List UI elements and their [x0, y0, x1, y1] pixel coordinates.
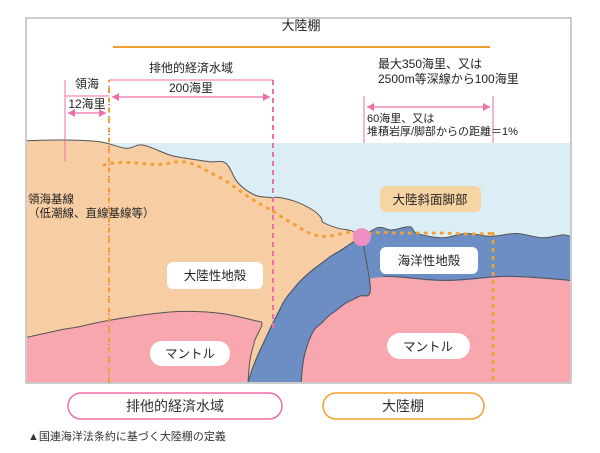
svg-text:海洋性地殻: 海洋性地殻 — [398, 253, 461, 268]
svg-text:大陸性地殻: 大陸性地殻 — [184, 269, 247, 283]
svg-text:60海里、又は: 60海里、又は — [367, 111, 434, 125]
svg-text:大陸棚: 大陸棚 — [281, 18, 320, 33]
svg-text:12海里: 12海里 — [68, 96, 105, 111]
svg-text:最大350海里、又は: 最大350海里、又は — [378, 56, 482, 71]
svg-text:排他的経済水域: 排他的経済水域 — [126, 398, 224, 414]
svg-text:大陸斜面脚部: 大陸斜面脚部 — [392, 192, 467, 207]
svg-text:マントル: マントル — [403, 340, 453, 354]
svg-text:堆積岩厚/脚部からの距離＝1%: 堆積岩厚/脚部からの距離＝1% — [367, 124, 518, 138]
svg-text:大陸棚: 大陸棚 — [382, 398, 424, 414]
svg-text:マントル: マントル — [165, 347, 215, 361]
svg-text:200海里: 200海里 — [169, 80, 213, 95]
svg-text:2500m等深線から100海里: 2500m等深線から100海里 — [378, 71, 519, 86]
svg-text:領海基線: 領海基線 — [28, 192, 74, 206]
svg-text:排他的経済水域: 排他的経済水域 — [149, 60, 233, 75]
svg-text:▲国連海洋法条約に基づく大陸棚の定義: ▲国連海洋法条約に基づく大陸棚の定義 — [28, 429, 226, 443]
svg-text:領海: 領海 — [75, 76, 99, 91]
svg-text:（低潮線、直線基線等）: （低潮線、直線基線等） — [28, 206, 155, 220]
